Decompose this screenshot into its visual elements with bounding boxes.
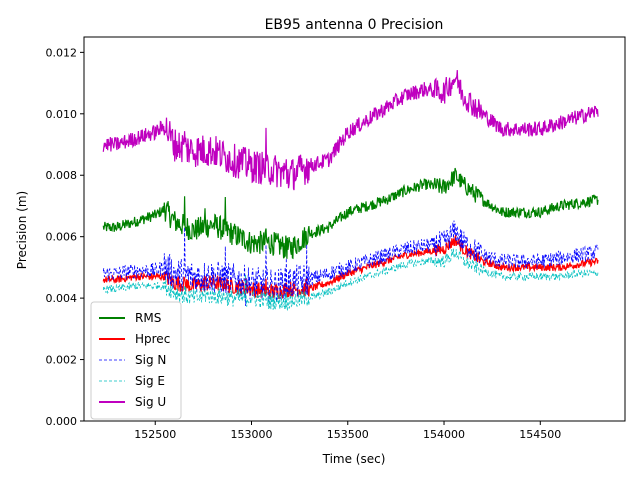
x-tick-label: 154000 — [423, 428, 465, 441]
legend-box — [90, 301, 182, 420]
legend: RMS Hprec Sig N Sig E Sig U — [90, 301, 182, 420]
x-tick-label: 154500 — [519, 428, 561, 441]
y-tick-label: 0.002 — [46, 354, 78, 367]
legend-label: Sig N — [135, 353, 166, 367]
plot-frame — [83, 36, 626, 422]
legend-label: Hprec — [135, 332, 170, 346]
y-tick-label: 0.000 — [46, 415, 78, 428]
y-tick-label: 0.004 — [46, 292, 78, 305]
y-tick-label: 0.008 — [46, 169, 78, 182]
y-tick-label: 0.012 — [46, 46, 78, 59]
legend-label: Sig U — [135, 395, 166, 409]
x-axis-label: Time (sec) — [322, 452, 386, 466]
legend-label: RMS — [135, 311, 161, 325]
chart-title: EB95 antenna 0 Precision — [265, 17, 444, 33]
y-axis-label: Precision (m) — [15, 191, 29, 269]
series-line-rms — [102, 167, 599, 260]
series-line-sig-u — [102, 70, 599, 191]
x-tick-label: 152500 — [134, 428, 176, 441]
series-line-sig-e — [102, 248, 599, 312]
x-tick-label: 153500 — [327, 428, 369, 441]
y-tick-label: 0.006 — [46, 231, 78, 244]
y-tick-label: 0.010 — [46, 108, 78, 121]
x-tick-label: 153000 — [230, 428, 272, 441]
legend-label: Sig E — [135, 374, 165, 388]
